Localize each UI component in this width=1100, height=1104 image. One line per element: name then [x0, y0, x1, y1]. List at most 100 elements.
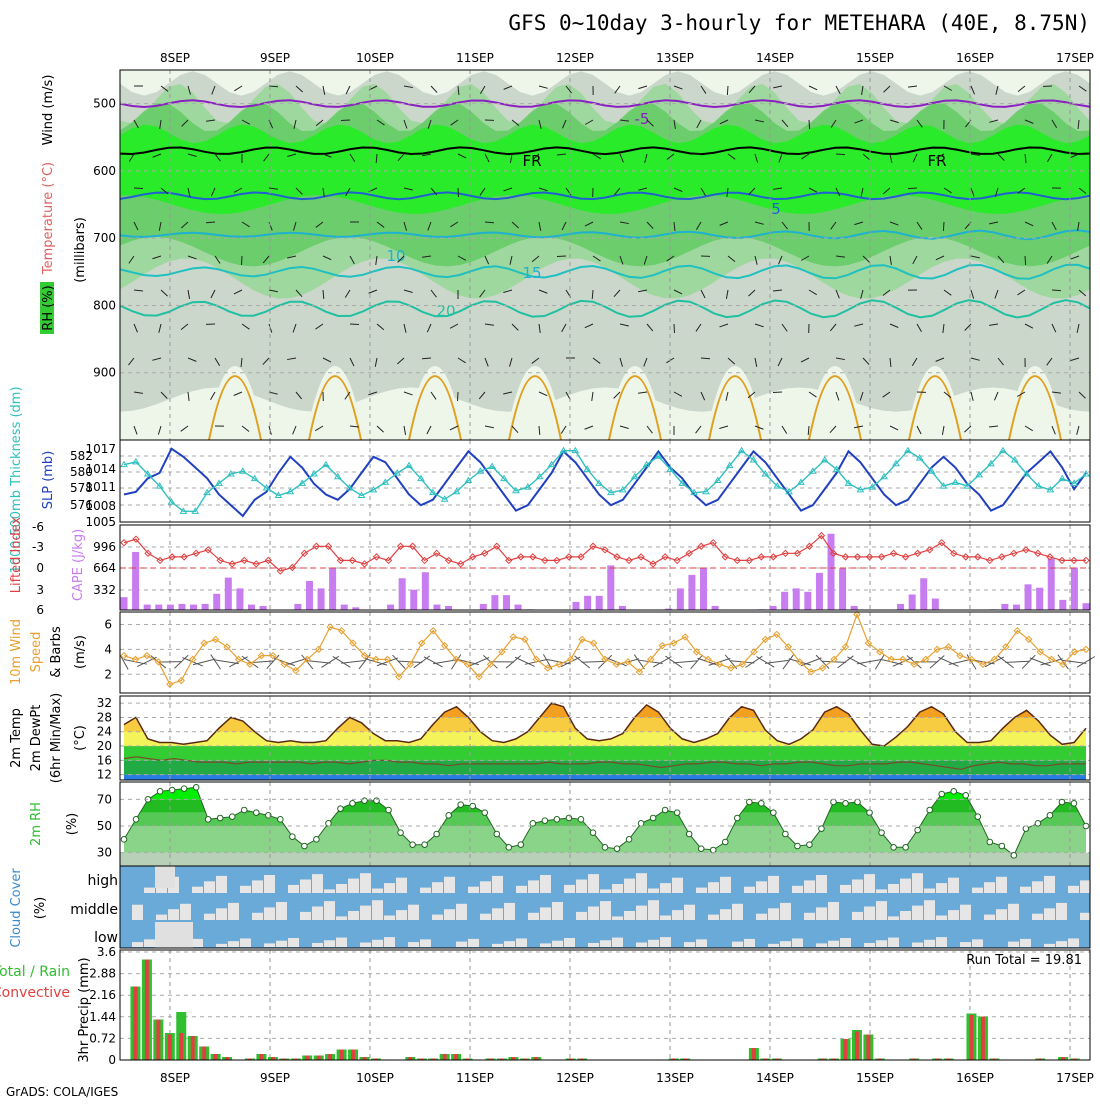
cloud-cell — [1044, 908, 1055, 920]
surface-wind-barb — [285, 658, 307, 665]
precip-conv-bar — [752, 1048, 756, 1060]
rh-point — [927, 807, 933, 813]
cloud-cell — [216, 944, 227, 947]
precip-conv-bar — [202, 1047, 206, 1061]
li-tick: 6 — [36, 603, 44, 617]
precip-tick: 2.16 — [89, 988, 116, 1002]
day-label-top: 15SEP — [856, 51, 894, 65]
cape-bar — [491, 595, 498, 610]
isotherm-label: 5 — [771, 200, 781, 218]
surface-wind-barb — [673, 661, 697, 663]
cape-bar — [793, 588, 800, 610]
li-tick: -6 — [32, 520, 44, 534]
cape-bar — [770, 606, 777, 610]
cloud-cell — [1032, 881, 1043, 893]
cloud-cell — [936, 916, 947, 921]
rh-point — [722, 839, 728, 845]
cloud-cell — [540, 875, 551, 893]
cloud-cell — [780, 903, 791, 920]
cloud-cell — [155, 866, 175, 888]
slp-tick: 1011 — [85, 480, 116, 494]
rh-point — [1035, 821, 1041, 827]
slp-tick: 1014 — [85, 462, 116, 476]
cloud-cell — [912, 943, 923, 948]
cloud-cell — [384, 883, 395, 893]
cloud-axis-label: Cloud Cover — [9, 868, 24, 948]
rh-point — [1023, 826, 1029, 832]
slp-axis-label: SLP (mb) — [41, 451, 56, 510]
cape-tick: 664 — [93, 561, 116, 575]
cloud-cell — [456, 942, 467, 947]
cloud-cell — [288, 885, 299, 893]
cloud-cell — [504, 941, 515, 947]
cloud-cell — [312, 874, 323, 893]
cloud-cell — [696, 888, 707, 893]
pressure-tick: 500 — [93, 97, 116, 111]
rh-point — [578, 817, 584, 823]
cape-bar — [1059, 600, 1066, 610]
cloud-cell — [816, 943, 827, 947]
wind-axis-label-1: 10m Wind — [9, 619, 24, 685]
cloud-cell — [912, 906, 923, 920]
cloud-cell — [240, 938, 251, 947]
cloud-cell — [1056, 903, 1067, 920]
surface-wind-barb — [939, 657, 959, 666]
cloud-cell — [612, 884, 623, 893]
cloud-cell — [612, 916, 623, 920]
temp-axis-label-3: (6hr Min/Max) — [49, 693, 64, 783]
cloud-cell — [708, 882, 719, 893]
day-label-bottom: 9SEP — [260, 1071, 290, 1085]
cloud-cell — [336, 938, 347, 947]
cloud-cell — [156, 915, 167, 920]
cloud-cell — [600, 940, 611, 947]
cloud-cell — [948, 910, 959, 920]
rh-point — [650, 815, 656, 821]
rh-tick: 50 — [97, 819, 112, 833]
precip-conv-bar — [145, 960, 149, 1061]
rh-point — [1011, 853, 1017, 859]
wind-barb — [809, 120, 810, 129]
cloud-cell — [540, 907, 551, 920]
cape-tick: 332 — [93, 583, 116, 597]
rh-point — [626, 837, 632, 843]
day-label-top: 16SEP — [956, 51, 994, 65]
rh-point — [446, 813, 452, 819]
surface-wind-barb — [582, 661, 606, 662]
cloud-cell — [960, 905, 971, 920]
cloud-cell — [552, 902, 563, 920]
cloud-cell — [492, 944, 503, 947]
temp-tick: 12 — [97, 768, 112, 782]
cape-bar — [433, 605, 440, 610]
rh-point — [999, 843, 1005, 849]
cloud-cell — [708, 915, 719, 920]
cloud-cell — [612, 938, 623, 947]
rh-point — [987, 839, 993, 845]
rh-point — [157, 789, 163, 795]
temp-band — [120, 717, 1090, 731]
day-label-top: 12SEP — [556, 51, 594, 65]
cloud-cell — [132, 905, 143, 920]
cloud-cell — [228, 903, 239, 920]
isotherm-label: 20 — [436, 302, 455, 320]
li-tick: -3 — [32, 540, 44, 554]
rh-point — [747, 799, 753, 805]
cloud-cell — [360, 906, 371, 920]
rh-point — [470, 803, 476, 809]
wind-tick: 6 — [104, 617, 112, 631]
cloud-cell — [684, 905, 695, 920]
cape-bar — [1025, 584, 1032, 610]
cloud-cell — [528, 913, 539, 920]
cape-bar — [445, 606, 452, 610]
cloud-cell — [900, 911, 911, 920]
rh-point — [314, 837, 320, 843]
rh-point — [843, 801, 849, 807]
rh-point — [229, 814, 235, 820]
rh-point — [398, 830, 404, 836]
cloud-cell — [792, 938, 803, 947]
precip-conv-bar — [133, 987, 137, 1061]
rh-point — [217, 815, 223, 821]
surface-wind-barb — [1005, 661, 1029, 662]
